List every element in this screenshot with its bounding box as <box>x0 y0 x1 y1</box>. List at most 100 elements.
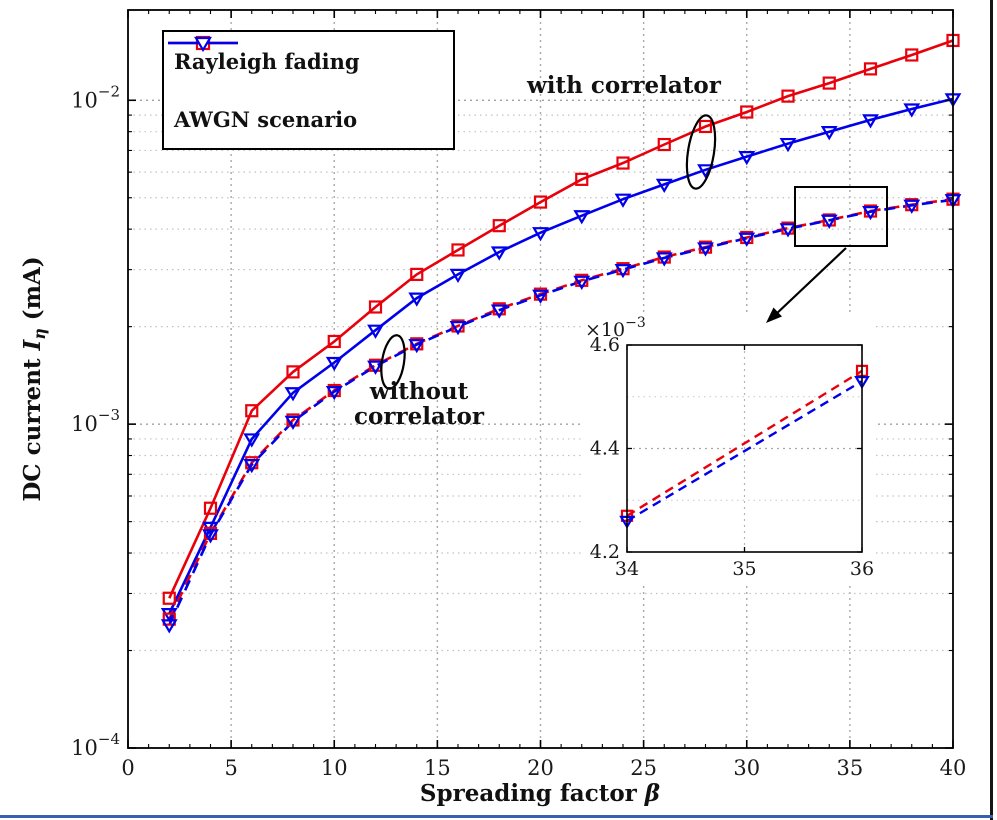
triangle-down-marker-icon <box>903 103 921 118</box>
triangle-down-marker-icon <box>573 210 591 225</box>
legend-label-rayleigh: Rayleigh fading <box>174 48 360 74</box>
square-marker-icon <box>863 62 878 76</box>
square-marker-icon <box>245 404 259 418</box>
square-marker-icon <box>698 119 713 134</box>
triangle-down-marker-icon <box>655 178 673 194</box>
y-axis-label-var: I <box>18 339 46 351</box>
inset-multiplier-label: ×10−3 <box>585 315 646 341</box>
triangle-down-marker-icon <box>614 264 632 279</box>
triangle-down-marker-icon <box>573 275 591 291</box>
triangle-down-marker-icon <box>697 242 714 257</box>
square-marker-icon <box>327 334 341 349</box>
triangle-down-marker-icon <box>820 126 838 141</box>
zoom-arrow-head <box>766 307 782 323</box>
triangle-down-marker-icon <box>779 223 797 238</box>
series-line <box>168 39 954 599</box>
y-axis-label-text: DC current <box>18 350 46 502</box>
triangle-down-marker-icon <box>367 360 384 375</box>
axis-ticks <box>127 10 954 749</box>
triangle-down-marker-icon <box>738 150 756 166</box>
annotation-shapes <box>380 114 888 390</box>
x-axis-label-symbol: β <box>644 780 661 807</box>
series-markers <box>160 33 962 634</box>
square-marker-icon <box>368 300 383 314</box>
square-marker-icon <box>492 219 506 233</box>
y-axis-label: DC current Iη (mA) <box>19 256 49 501</box>
square-marker-icon <box>740 105 754 119</box>
annotation-with-correlator: with correlator <box>527 72 721 99</box>
zoom-region-rectangle <box>794 186 888 247</box>
inset-x-tick-label: 35 <box>732 558 756 580</box>
triangle-down-marker-icon <box>903 199 921 214</box>
triangle-down-marker-icon <box>160 619 178 634</box>
square-marker-icon <box>781 89 795 103</box>
legend-label-awgn: AWGN scenario <box>174 106 358 132</box>
triangle-down-marker-icon <box>820 214 838 229</box>
square-marker-icon <box>203 501 218 515</box>
square-marker-icon <box>451 243 465 257</box>
square-marker-icon <box>822 76 836 90</box>
x-tick-label: 35 <box>837 756 864 780</box>
x-tick-label: 5 <box>224 756 237 780</box>
triangle-down-marker-icon <box>408 292 426 307</box>
window-right-edge <box>990 0 993 820</box>
square-marker-icon <box>410 267 424 281</box>
triangle-down-marker-icon <box>490 304 508 319</box>
square-marker-icon <box>162 612 176 626</box>
inset-y-tick-label: 4.6 <box>590 334 620 356</box>
inset-x-tick-label: 36 <box>850 558 874 580</box>
y-axis-label-suffix: (mA) <box>18 256 46 329</box>
square-marker-icon <box>286 365 300 379</box>
y-tick-labels: 10−4 10−3 10−2 <box>71 82 120 760</box>
without-correlator-ellipse <box>380 334 406 390</box>
legend-entry-awgn: AWGN scenario <box>164 36 453 132</box>
x-tick-label: 20 <box>527 756 554 780</box>
triangle-down-marker-icon <box>532 227 549 242</box>
inset-y-tick-label: 4.2 <box>590 541 620 563</box>
triangle-down-marker-icon <box>243 458 261 474</box>
y-tick-label: 10−2 <box>71 82 120 112</box>
triangle-down-marker-icon <box>194 36 212 53</box>
triangle-down-marker-icon <box>325 356 343 372</box>
inset-x-tick-label: 34 <box>615 558 639 580</box>
square-marker-icon <box>905 48 919 62</box>
square-marker-icon <box>162 591 176 605</box>
inset-background <box>583 316 875 586</box>
with-correlator-ellipse <box>685 114 717 190</box>
triangle-down-marker-icon <box>202 529 219 544</box>
window-bottom-edge <box>0 815 993 818</box>
annotation-without-line1: without <box>369 378 469 405</box>
triangle-down-marker-icon <box>243 433 261 448</box>
triangle-down-marker-icon <box>367 324 384 339</box>
triangle-down-marker-icon <box>325 386 343 401</box>
triangle-down-marker-icon <box>284 387 302 402</box>
square-marker-icon <box>616 156 630 170</box>
x-tick-label: 40 <box>940 756 967 780</box>
inset-series-line <box>626 369 863 517</box>
triangle-down-marker-icon <box>614 193 632 208</box>
inset-axes: 34 35 36 4.2 4.4 4.6×10−3 <box>583 315 875 586</box>
inset-series-line <box>626 380 863 522</box>
x-tick-label: 0 <box>121 756 134 780</box>
triangle-down-marker-icon <box>408 339 426 354</box>
triangle-down-marker-icon <box>449 321 467 336</box>
y-tick-label: 10−4 <box>71 730 120 760</box>
y-tick-label: 10−3 <box>71 406 120 436</box>
annotation-without-line2: correlator <box>354 402 484 430</box>
zoom-arrow-line <box>773 247 847 317</box>
triangle-down-marker-icon <box>655 252 673 267</box>
triangle-down-marker-icon <box>862 114 879 129</box>
triangle-down-marker-icon <box>284 415 302 431</box>
triangle-down-marker-icon <box>738 232 756 247</box>
triangle-down-marker-icon <box>779 137 797 153</box>
x-tick-label: 25 <box>630 756 657 780</box>
triangle-down-marker-icon <box>490 246 508 261</box>
annotation-without-correlator: without correlator <box>341 378 497 430</box>
square-marker-icon <box>533 195 548 209</box>
triangle-down-marker-icon <box>532 289 549 304</box>
x-axis-label-text: Spreading factor <box>419 780 645 807</box>
legend: Rayleigh fading AWGN scenario <box>162 30 455 150</box>
square-marker-icon <box>575 172 589 186</box>
x-tick-label: 30 <box>733 756 760 780</box>
